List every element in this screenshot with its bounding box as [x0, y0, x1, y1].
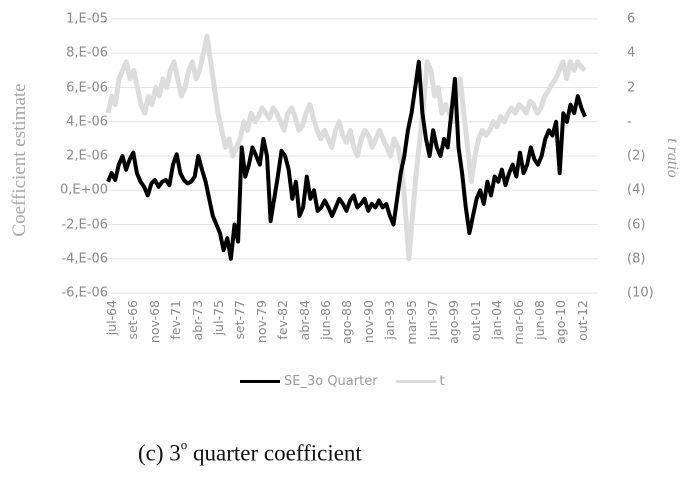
y-tick-left: 6,E-06 — [66, 80, 108, 95]
x-tick: jun-97 — [425, 300, 440, 340]
legend-item-se-quarter: SE_3o Quarter — [240, 374, 378, 389]
y-tick-right: 6 — [627, 11, 636, 27]
legend-item-t: t — [395, 374, 445, 389]
caption-prefix: (c) 3 — [138, 440, 181, 466]
x-tick: jun-86 — [318, 300, 333, 340]
x-tick: jun-08 — [532, 300, 547, 340]
y-tick-right: (10) — [627, 285, 654, 301]
legend-swatch-gray — [395, 380, 436, 383]
x-tick: nov-68 — [146, 300, 162, 344]
x-tick: nov-90 — [360, 300, 376, 344]
y-tick-left: 2,E-06 — [66, 148, 108, 164]
series-line-t — [105, 33, 587, 262]
y-axis-left-label: Coefficient estimate — [9, 83, 30, 237]
x-tick: ago-88 — [339, 300, 355, 344]
x-tick: ago-99 — [446, 300, 462, 344]
y-tick-right: 2 — [627, 80, 636, 95]
x-tick: jul-64 — [104, 300, 119, 336]
legend-label: SE_3o Quarter — [284, 374, 378, 389]
series-line-se-quarter — [106, 59, 587, 261]
x-tick: set-66 — [125, 300, 141, 340]
y-tick-right: - — [627, 114, 632, 130]
x-tick: mar-95 — [403, 300, 419, 345]
x-tick: mar-06 — [510, 300, 526, 345]
caption-superscript: o — [180, 437, 188, 452]
x-tick: jan-04 — [489, 300, 505, 340]
plot-svg — [105, 18, 598, 294]
y-tick-left: -6,E-06 — [61, 285, 108, 301]
y-tick-left: 8,E-06 — [66, 45, 108, 61]
x-tick: out-01 — [467, 300, 483, 341]
x-tick: ago-10 — [553, 300, 569, 344]
y-tick-left: 0,E+00 — [59, 182, 108, 198]
y-tick-right: (4) — [627, 182, 646, 198]
y-tick-left: 1,E-05 — [66, 11, 108, 27]
x-tick: jan-93 — [382, 300, 398, 340]
x-tick: out-12 — [574, 300, 590, 341]
x-tick: set-77 — [232, 300, 248, 340]
x-tick: abr-73 — [189, 300, 205, 341]
y-tick-right: (8) — [627, 251, 646, 267]
x-tick: fev-71 — [168, 300, 184, 340]
x-tick: abr-84 — [296, 300, 312, 341]
legend: SE_3o Quarter t — [240, 374, 463, 389]
y-tick-left: -2,E-06 — [61, 217, 108, 232]
caption-suffix: quarter coefficient — [187, 440, 362, 466]
x-tick: fev-82 — [275, 300, 291, 340]
y-tick-right: 4 — [627, 45, 636, 61]
chart-area: 1,E-05 8,E-06 6,E-06 4,E-06 2,E-06 0,E+00 -2,E… — [9, 11, 681, 345]
x-tick: jul-75 — [211, 300, 226, 336]
y-tick-left: -4,E-06 — [61, 251, 108, 267]
x-tick: nov-79 — [253, 300, 269, 344]
y-tick-left: 4,E-06 — [66, 114, 108, 130]
y-tick-right: (6) — [627, 217, 646, 232]
legend-label: t — [439, 374, 445, 389]
figure-caption: (c) 3o quarter coefficient — [138, 437, 362, 467]
y-axis-right-label: t ratio — [664, 138, 681, 178]
y-tick-right: (2) — [627, 148, 646, 164]
legend-swatch-black — [240, 380, 280, 383]
